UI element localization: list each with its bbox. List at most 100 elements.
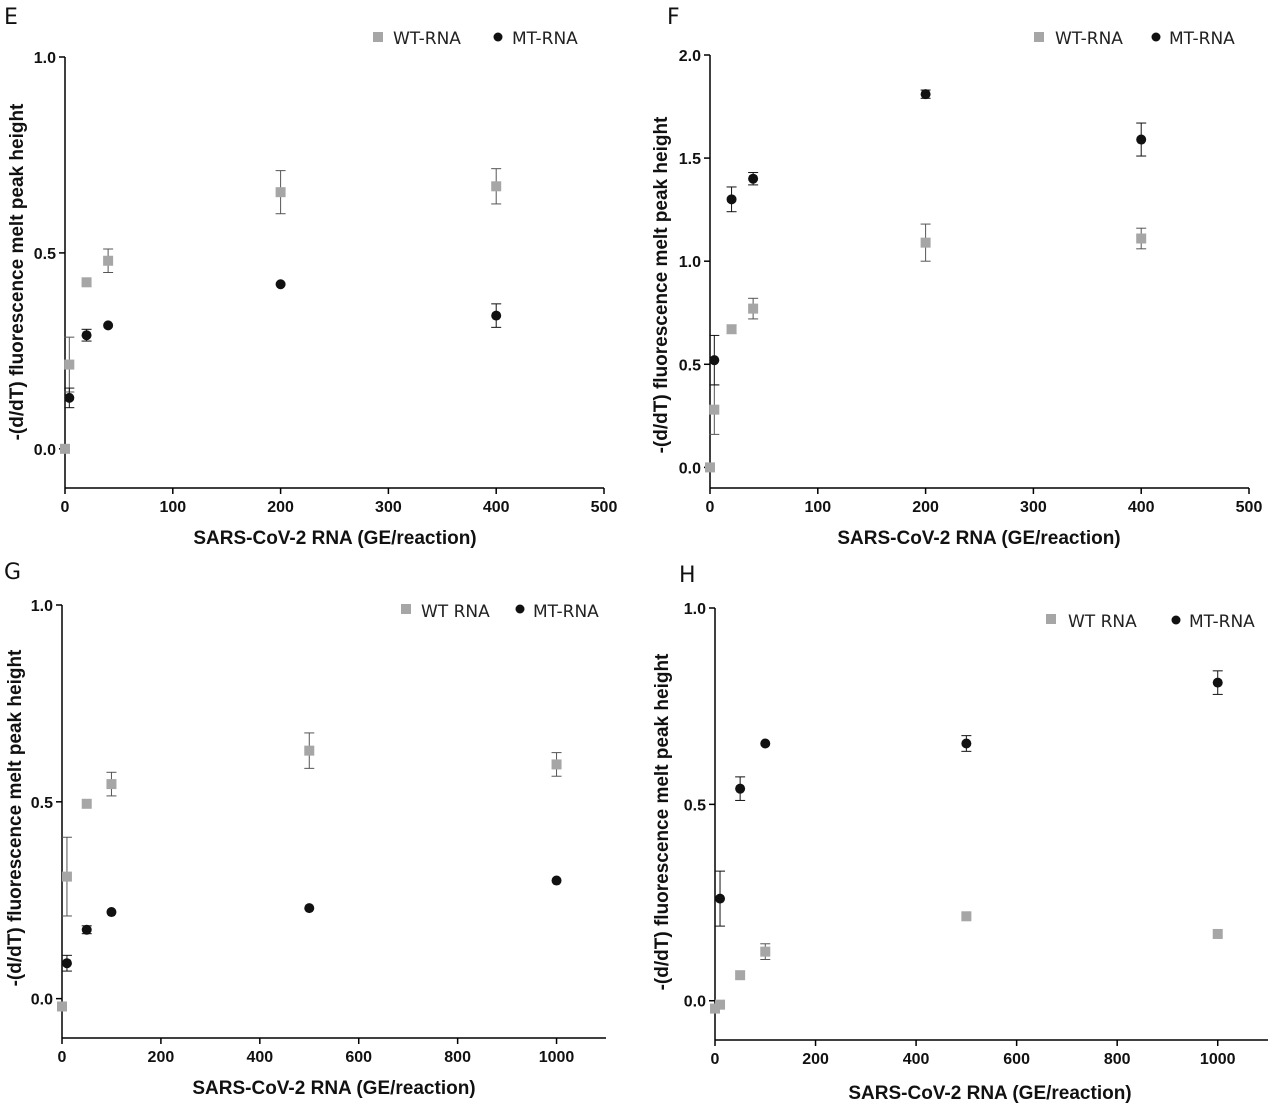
panel-letter: H: [679, 563, 696, 588]
wt-data-point: [551, 759, 562, 770]
wt-data-point: [106, 779, 117, 790]
axes: 0 100 200 300 400 500 0.0 0.5 1.0: [34, 50, 618, 516]
mt-data-point: [106, 907, 117, 918]
legend-wt-label: WT-RNA: [393, 29, 461, 49]
mt-data-point: [64, 392, 75, 403]
data-marks: [60, 168, 502, 454]
wt-data-point: [81, 277, 92, 288]
wt-data-point: [64, 359, 75, 370]
wt-data-point: [57, 1001, 67, 1012]
y-tick-label: 1.0: [31, 598, 53, 615]
legend-wt-marker: [1046, 614, 1056, 624]
mt-data-point: [1136, 134, 1147, 145]
x-tick-label: 0: [58, 1049, 67, 1066]
panel-letter: E: [4, 5, 18, 30]
x-tick-label: 400: [246, 1049, 273, 1066]
legend: WT RNA MT-RNA: [1046, 612, 1255, 632]
wt-data-point: [61, 871, 72, 882]
x-tick-label: 1000: [539, 1049, 575, 1066]
mt-data-point: [726, 194, 737, 205]
y-tick-label: 1.0: [684, 601, 706, 618]
legend-mt-label: MT-RNA: [533, 602, 599, 622]
y-tick-label: 0.0: [31, 992, 53, 1009]
y-tick-label: 0.5: [34, 246, 56, 263]
y-axis-title: -(d/dT) fluorescence melt peak height: [7, 103, 28, 440]
wt-data-point: [491, 181, 502, 192]
axes: 0 200 400 600 800 1000 0.0 0.5 1.0: [684, 601, 1268, 1068]
legend-mt-label: MT-RNA: [512, 29, 578, 49]
legend: WT-RNA MT-RNA: [1034, 29, 1235, 49]
x-tick-label: 200: [912, 499, 939, 516]
x-tick-label: 500: [591, 499, 618, 516]
panel-h: H 0 200 400 600 800 1000 0.0 0.5 1.0 SARS-CoV-2 …: [652, 563, 1268, 1104]
y-tick-label: 0.5: [679, 357, 701, 374]
wt-data-point: [760, 946, 771, 957]
legend: WT-RNA MT-RNA: [373, 29, 578, 49]
mt-data-point: [103, 320, 114, 331]
axes: 0 200 400 600 800 1000 0.0 0.5 1.0: [31, 598, 606, 1066]
x-tick-label: 600: [345, 1049, 372, 1066]
x-tick-label: 800: [1104, 1051, 1131, 1068]
y-tick-label: 0.0: [34, 442, 56, 459]
y-tick-label: 0.0: [684, 994, 706, 1011]
legend-wt-marker: [1034, 32, 1044, 42]
legend-mt-marker: [1151, 32, 1161, 42]
mt-data-point: [760, 738, 771, 749]
panel-letter: F: [667, 5, 680, 30]
mt-data-point: [748, 173, 759, 184]
x-tick-label: 200: [802, 1051, 829, 1068]
mt-data-point: [275, 279, 286, 290]
x-tick-label: 400: [903, 1051, 930, 1068]
y-tick-label: 0.5: [684, 797, 706, 814]
wt-data-point: [920, 237, 931, 248]
x-tick-label: 400: [1128, 499, 1155, 516]
legend-mt-label: MT-RNA: [1169, 29, 1235, 49]
axes: 0 100 200 300 400 500 0.0 0.5 1.0 1.5 2.0: [679, 48, 1263, 516]
x-tick-label: 800: [444, 1049, 471, 1066]
data-marks: [710, 670, 1223, 1014]
x-tick-label: 100: [159, 499, 186, 516]
x-tick-label: 300: [1020, 499, 1047, 516]
mt-data-point: [735, 783, 746, 794]
x-tick-label: 1000: [1200, 1051, 1236, 1068]
y-tick-label: 1.0: [679, 254, 701, 271]
mt-data-point: [715, 893, 726, 904]
wt-data-point: [304, 745, 315, 756]
panel-g: G 0 200 400 600 800 1000 0.0 0.5 1.0 SARS-CoV-2 …: [4, 560, 606, 1099]
x-tick-label: 400: [483, 499, 510, 516]
data-marks: [705, 89, 1147, 473]
y-axis-title: -(d/dT) fluorescence melt peak height: [651, 116, 672, 453]
x-tick-label: 200: [267, 499, 294, 516]
mt-data-point: [961, 738, 972, 749]
wt-data-point: [726, 324, 737, 335]
mt-data-point: [551, 875, 562, 886]
x-tick-label: 200: [148, 1049, 175, 1066]
y-axis-title: -(d/dT) fluorescence melt peak height: [5, 649, 26, 986]
panel-letter: G: [4, 560, 21, 585]
legend-mt-marker: [1171, 615, 1181, 625]
x-axis-title: SARS-CoV-2 RNA (GE/reaction): [837, 528, 1120, 549]
wt-data-point: [81, 798, 92, 809]
y-tick-label: 2.0: [679, 48, 701, 65]
x-tick-label: 300: [375, 499, 402, 516]
legend-mt-marker: [493, 32, 503, 42]
wt-data-point: [275, 187, 286, 198]
x-tick-label: 0: [706, 499, 715, 516]
x-tick-label: 500: [1236, 499, 1263, 516]
legend-wt-label: WT-RNA: [1055, 29, 1123, 49]
legend-wt-label: WT RNA: [421, 602, 490, 622]
legend-wt-marker: [401, 604, 411, 614]
wt-data-point: [715, 999, 726, 1010]
y-tick-label: 0.0: [679, 460, 701, 477]
legend: WT RNA MT-RNA: [401, 602, 599, 622]
wt-data-point: [961, 911, 972, 922]
data-marks: [57, 732, 562, 1012]
legend-wt-marker: [373, 32, 383, 42]
x-tick-label: 0: [711, 1051, 720, 1068]
wt-data-point: [709, 404, 720, 415]
mt-data-point: [1212, 677, 1223, 688]
x-tick-label: 100: [804, 499, 831, 516]
wt-data-point: [1136, 233, 1147, 244]
wt-data-point: [710, 1003, 720, 1014]
